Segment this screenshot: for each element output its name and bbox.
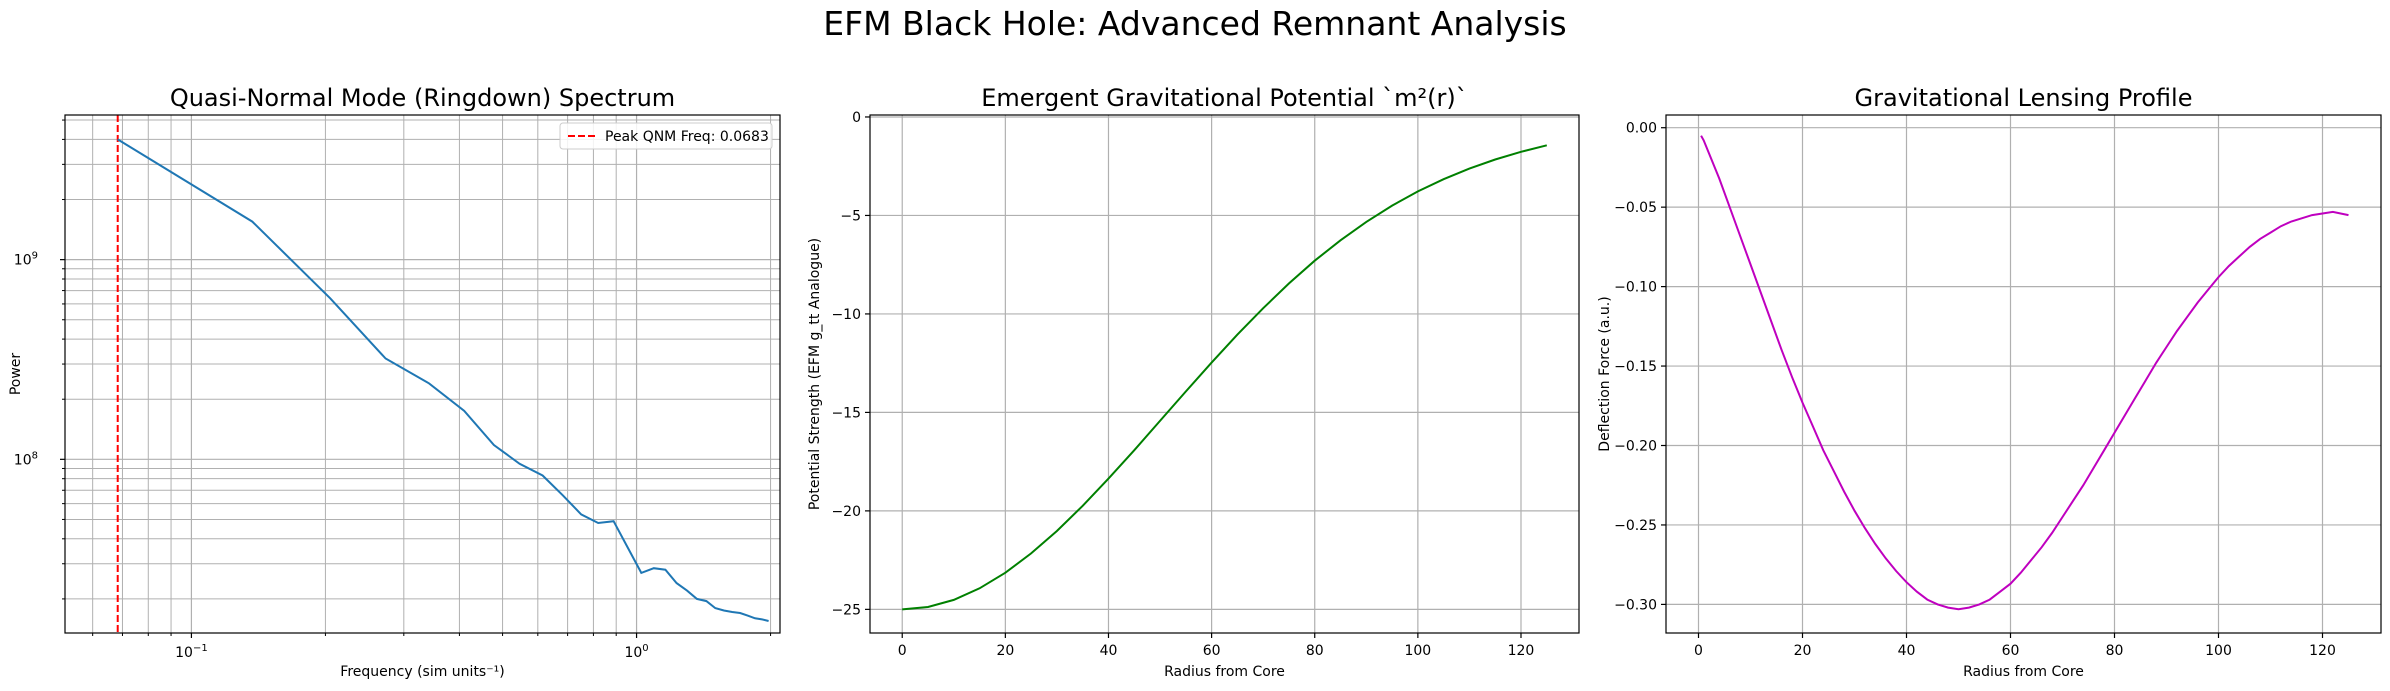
series-line [117,138,769,622]
y-tick-label-base: 10 [14,253,32,269]
chart-panel-2: 0 20 40 60 80 100 120 0 −5 −10 −15 −20 −25 Emergent G… [807,84,1580,680]
series-line [1700,135,2349,611]
y-axis-label: Deflection Force (a.u.) [1597,296,1613,451]
y-axis-label: Potential Strength (EFM g_tt Analogue) [807,238,823,510]
x-tick-label-exponent: −1 [193,643,208,654]
y-tick-label: −0.10 [1614,280,1657,296]
y-axis-label: Power [8,353,24,396]
x-tick-label: 0 [1694,643,1703,659]
x-axis-label: Radius from Core [1164,664,1285,680]
legend-label: Peak QNM Freq: 0.0683 [605,129,769,145]
x-tick-label-exponent: 0 [642,643,648,654]
legend-box [559,122,773,150]
y-tick-label: −0.15 [1614,359,1657,375]
x-tick-label: 120 [2309,643,2336,659]
x-tick-label: 40 [1898,643,1916,659]
y-tick-label: −0.05 [1614,200,1657,216]
x-tick-label: 80 [1306,643,1324,659]
axes-frame [64,114,781,634]
y-tick-label: 0 [852,110,861,126]
x-tick-label: 0 [898,643,907,659]
chart-panel-3: 0 20 40 60 80 100 120 0.00 −0.05 −0.10 −0.15 −0.20 −… [1597,84,2382,680]
chart-title: Emergent Gravitational Potential `m²(r)` [981,84,1468,112]
y-tick-label: 108 [14,450,38,468]
y-tick-label: −0.25 [1614,518,1657,534]
y-tick-label: −0.20 [1614,439,1657,455]
x-tick-label-base: 10 [175,645,193,661]
x-tick-label: 100 [2205,643,2232,659]
figure-title: EFM Black Hole: Advanced Remnant Analysi… [823,4,1567,43]
x-tick-label: 120 [1508,643,1535,659]
x-tick-label: 80 [2106,643,2124,659]
axes-frame [869,114,1580,634]
y-tick-label: −20 [831,504,861,520]
x-tick-label: 60 [1203,643,1221,659]
x-tick-label: 60 [2002,643,2020,659]
x-tick-label: 100 [624,643,648,661]
x-tick-label: 20 [1794,643,1812,659]
y-tick-label: 0.00 [1626,121,1657,137]
x-axis-label: Radius from Core [1963,664,2084,680]
y-tick-label: 109 [14,251,38,269]
y-tick-label: −25 [831,602,861,618]
x-tick-label-base: 10 [624,645,642,661]
x-tick-label: 100 [1404,643,1431,659]
series-line [902,144,1548,611]
axes-frame [1665,114,2382,634]
legend: Peak QNM Freq: 0.0683 [559,122,773,150]
y-tick-label-exponent: 9 [32,251,38,262]
y-tick-label: −15 [831,405,861,421]
y-tick-label: −10 [831,307,861,323]
x-tick-label: 20 [996,643,1014,659]
y-tick-label-base: 10 [14,452,32,468]
y-tick-label-exponent: 8 [32,450,38,461]
x-tick-label: 40 [1100,643,1118,659]
y-tick-label: −0.30 [1614,597,1657,613]
x-tick-label: 10−1 [175,643,208,661]
chart-title: Gravitational Lensing Profile [1855,84,2193,112]
y-tick-label: −5 [840,208,861,224]
chart-title: Quasi-Normal Mode (Ringdown) Spectrum [170,84,675,112]
x-axis-label: Frequency (sim units⁻¹) [340,664,504,680]
